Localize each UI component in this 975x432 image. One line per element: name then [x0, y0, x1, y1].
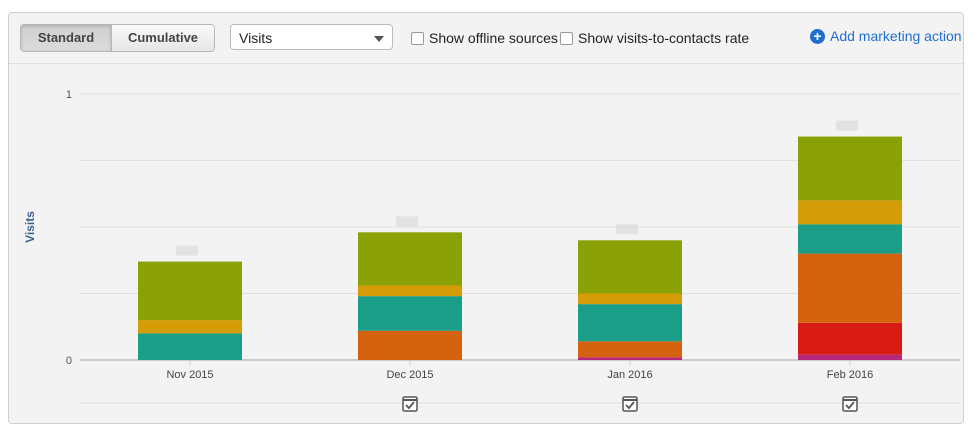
bar-segment [138, 320, 242, 334]
total-label-blurred [396, 216, 418, 227]
rate-label: Show visits-to-contacts rate [578, 30, 750, 46]
y-tick-label: 1 [66, 89, 72, 101]
toolbar: Standard Cumulative Visits Show offline … [9, 13, 963, 64]
bar-segment [358, 285, 462, 297]
bar-segment [798, 354, 902, 360]
add-label: Add marketing action [830, 28, 962, 44]
total-label-blurred [836, 120, 858, 131]
metric-select[interactable]: Visits [230, 24, 393, 50]
bar-segment [798, 322, 902, 355]
checkbox-icon [411, 31, 424, 45]
chevron-down-icon [374, 36, 384, 42]
checkbox-icon [560, 31, 573, 45]
bar-segment [358, 330, 462, 360]
y-tick-label: 0 [66, 355, 72, 367]
bar-segment [798, 253, 902, 323]
bar-segment [798, 224, 902, 254]
calendar-check-icon[interactable] [842, 396, 858, 412]
bar-segment [138, 333, 242, 360]
bar-segment [578, 341, 682, 358]
offline-sources-checkbox[interactable]: Show offline sources [411, 30, 558, 46]
bar-segment [578, 240, 682, 294]
offline-label: Show offline sources [429, 30, 558, 46]
view-toggle: Standard Cumulative [20, 24, 215, 52]
x-tick-label: Jan 2016 [607, 369, 652, 381]
add-marketing-action-link[interactable]: + Add marketing action [810, 28, 962, 44]
bar-segment [358, 232, 462, 286]
bar-segment [798, 200, 902, 225]
bar-segment [578, 293, 682, 305]
bar-segment [578, 304, 682, 342]
bar-segment [578, 357, 682, 360]
x-tick-label: Nov 2015 [166, 369, 213, 381]
visits-rate-checkbox[interactable]: Show visits-to-contacts rate [560, 30, 749, 46]
calendar-check-icon[interactable] [622, 396, 638, 412]
bar-segment [798, 136, 902, 201]
total-label-blurred [616, 224, 638, 235]
x-tick-label: Feb 2016 [827, 369, 873, 381]
calendar-check-icon[interactable] [402, 396, 418, 412]
standard-button[interactable]: Standard [21, 25, 112, 51]
x-tick-label: Dec 2015 [386, 369, 433, 381]
cumulative-button[interactable]: Cumulative [112, 25, 214, 51]
bar-segment [358, 296, 462, 331]
total-label-blurred [176, 245, 198, 256]
plus-circle-icon: + [810, 28, 825, 44]
metric-value: Visits [239, 30, 273, 46]
bar-segment [138, 261, 242, 321]
y-axis-label: Visits [23, 211, 37, 243]
